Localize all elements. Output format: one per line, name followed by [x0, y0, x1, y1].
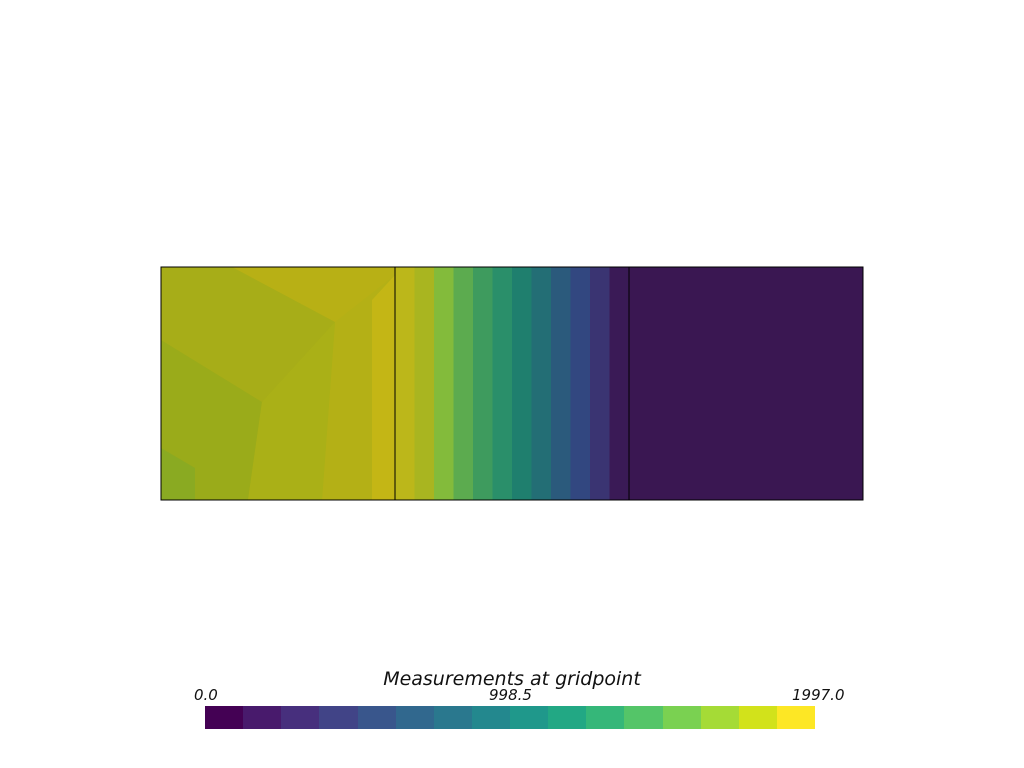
colorbar-band	[395, 706, 434, 729]
colorbar-band	[205, 706, 244, 729]
mesh-gradient-band	[434, 267, 455, 500]
mesh-gradient-band	[570, 267, 591, 500]
colorbar-band	[662, 706, 701, 729]
colorbar-band	[319, 706, 358, 729]
colorbar-band	[510, 706, 549, 729]
colorbar-band	[624, 706, 663, 729]
colorbar-band	[281, 706, 320, 729]
mesh-gradient-band	[395, 267, 416, 500]
colorbar-band	[433, 706, 472, 729]
scalar-bar-min-label: 0.0	[194, 686, 218, 704]
mesh-gradient-band	[512, 267, 533, 500]
mesh-gradient-band	[531, 267, 552, 500]
scalar-bar-mid-label: 998.5	[489, 686, 532, 704]
mesh-gradient-band	[551, 267, 572, 500]
colorbar-band	[586, 706, 625, 729]
colorbar-band	[738, 706, 777, 729]
colorbar-band	[357, 706, 396, 729]
mesh-gradient-band	[473, 267, 494, 500]
scalar-bar-colorbar	[205, 706, 815, 729]
mesh-gradient-band	[609, 267, 630, 500]
colorbar-band	[776, 706, 815, 729]
mesh-gradient-band	[414, 267, 435, 500]
mesh-edges	[160, 266, 864, 501]
mesh-gradient-band	[453, 267, 474, 500]
mesh-gradient-band	[492, 267, 513, 500]
colorbar-band	[548, 706, 587, 729]
colorbar-band	[471, 706, 510, 729]
mesh-gradient-band	[590, 267, 611, 500]
mesh	[160, 266, 864, 501]
mesh-cell-right	[629, 267, 863, 500]
scalar-bar-title: Measurements at gridpoint	[383, 668, 641, 690]
mesh-cell-left	[161, 267, 395, 500]
colorbar-band	[700, 706, 739, 729]
mesh-cell-middle	[395, 267, 630, 500]
colorbar-band	[243, 706, 282, 729]
scalar-bar-max-label: 1997.0	[792, 686, 845, 704]
